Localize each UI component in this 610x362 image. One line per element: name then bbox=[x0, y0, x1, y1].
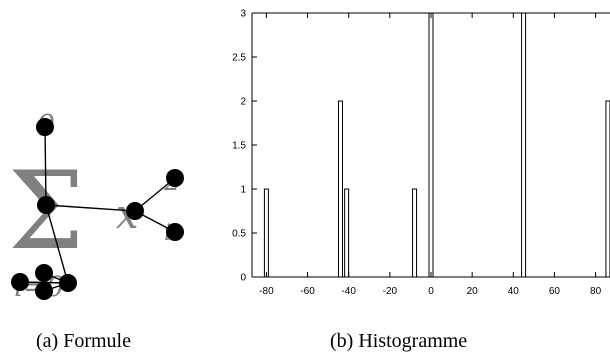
y-tick-label: 2 bbox=[240, 97, 246, 108]
y-tick-label: 1 bbox=[240, 185, 246, 196]
edge-root-lower bbox=[45, 204, 69, 284]
node-x bbox=[126, 202, 144, 220]
histogram-bar bbox=[521, 12, 527, 278]
node-lower-c bbox=[35, 282, 53, 300]
histogram-bar bbox=[412, 188, 418, 278]
histogram-bar bbox=[428, 12, 434, 278]
histogram-bar bbox=[344, 188, 350, 278]
x-tick-label: 20 bbox=[467, 286, 479, 297]
formula-figure: Σ 0 i=0 x i 2 bbox=[8, 109, 184, 303]
tree-nodes bbox=[11, 118, 184, 300]
caption-histogram: (b) Histogramme bbox=[330, 330, 468, 352]
node-lower-d bbox=[59, 274, 77, 292]
node-lower-b bbox=[35, 264, 53, 282]
node-top bbox=[36, 118, 54, 136]
x-tick-label: 80 bbox=[590, 286, 602, 297]
x-tick-label: -20 bbox=[383, 286, 398, 297]
y-tick-label: 3 bbox=[240, 9, 246, 20]
edge-root-top bbox=[44, 126, 47, 206]
node-sub bbox=[166, 223, 184, 241]
histogram-bars bbox=[263, 12, 610, 278]
edge-root-x bbox=[45, 204, 136, 212]
node-root bbox=[37, 196, 55, 214]
x-tick-label: -80 bbox=[259, 286, 274, 297]
x-tick-label: 60 bbox=[549, 286, 561, 297]
histogram-bar bbox=[263, 188, 269, 278]
caption-formula: (a) Formule bbox=[36, 330, 131, 352]
y-tick-label: 0 bbox=[240, 273, 246, 284]
x-tick-label: 40 bbox=[508, 286, 520, 297]
node-sup bbox=[166, 169, 184, 187]
histogram-bar bbox=[337, 100, 343, 278]
histogram-chart: -80 -60 -40 -20 0 20 40 60 80 0 0.5 1 1.5 2 2.5 3 bbox=[232, 9, 610, 297]
x-tick-label: -40 bbox=[341, 286, 356, 297]
y-axis-ticks: 0 0.5 1 1.5 2 2.5 3 bbox=[232, 9, 257, 284]
x-tick-label: 0 bbox=[428, 286, 434, 297]
x-axis-ticks: -80 -60 -40 -20 0 20 40 60 80 bbox=[259, 13, 602, 297]
y-tick-label: 1.5 bbox=[232, 141, 246, 152]
x-tick-label: -60 bbox=[300, 286, 315, 297]
histogram-bar bbox=[605, 100, 610, 278]
y-tick-label: 0.5 bbox=[232, 229, 246, 240]
y-tick-label: 2.5 bbox=[232, 53, 246, 64]
node-lower-a bbox=[11, 273, 29, 291]
